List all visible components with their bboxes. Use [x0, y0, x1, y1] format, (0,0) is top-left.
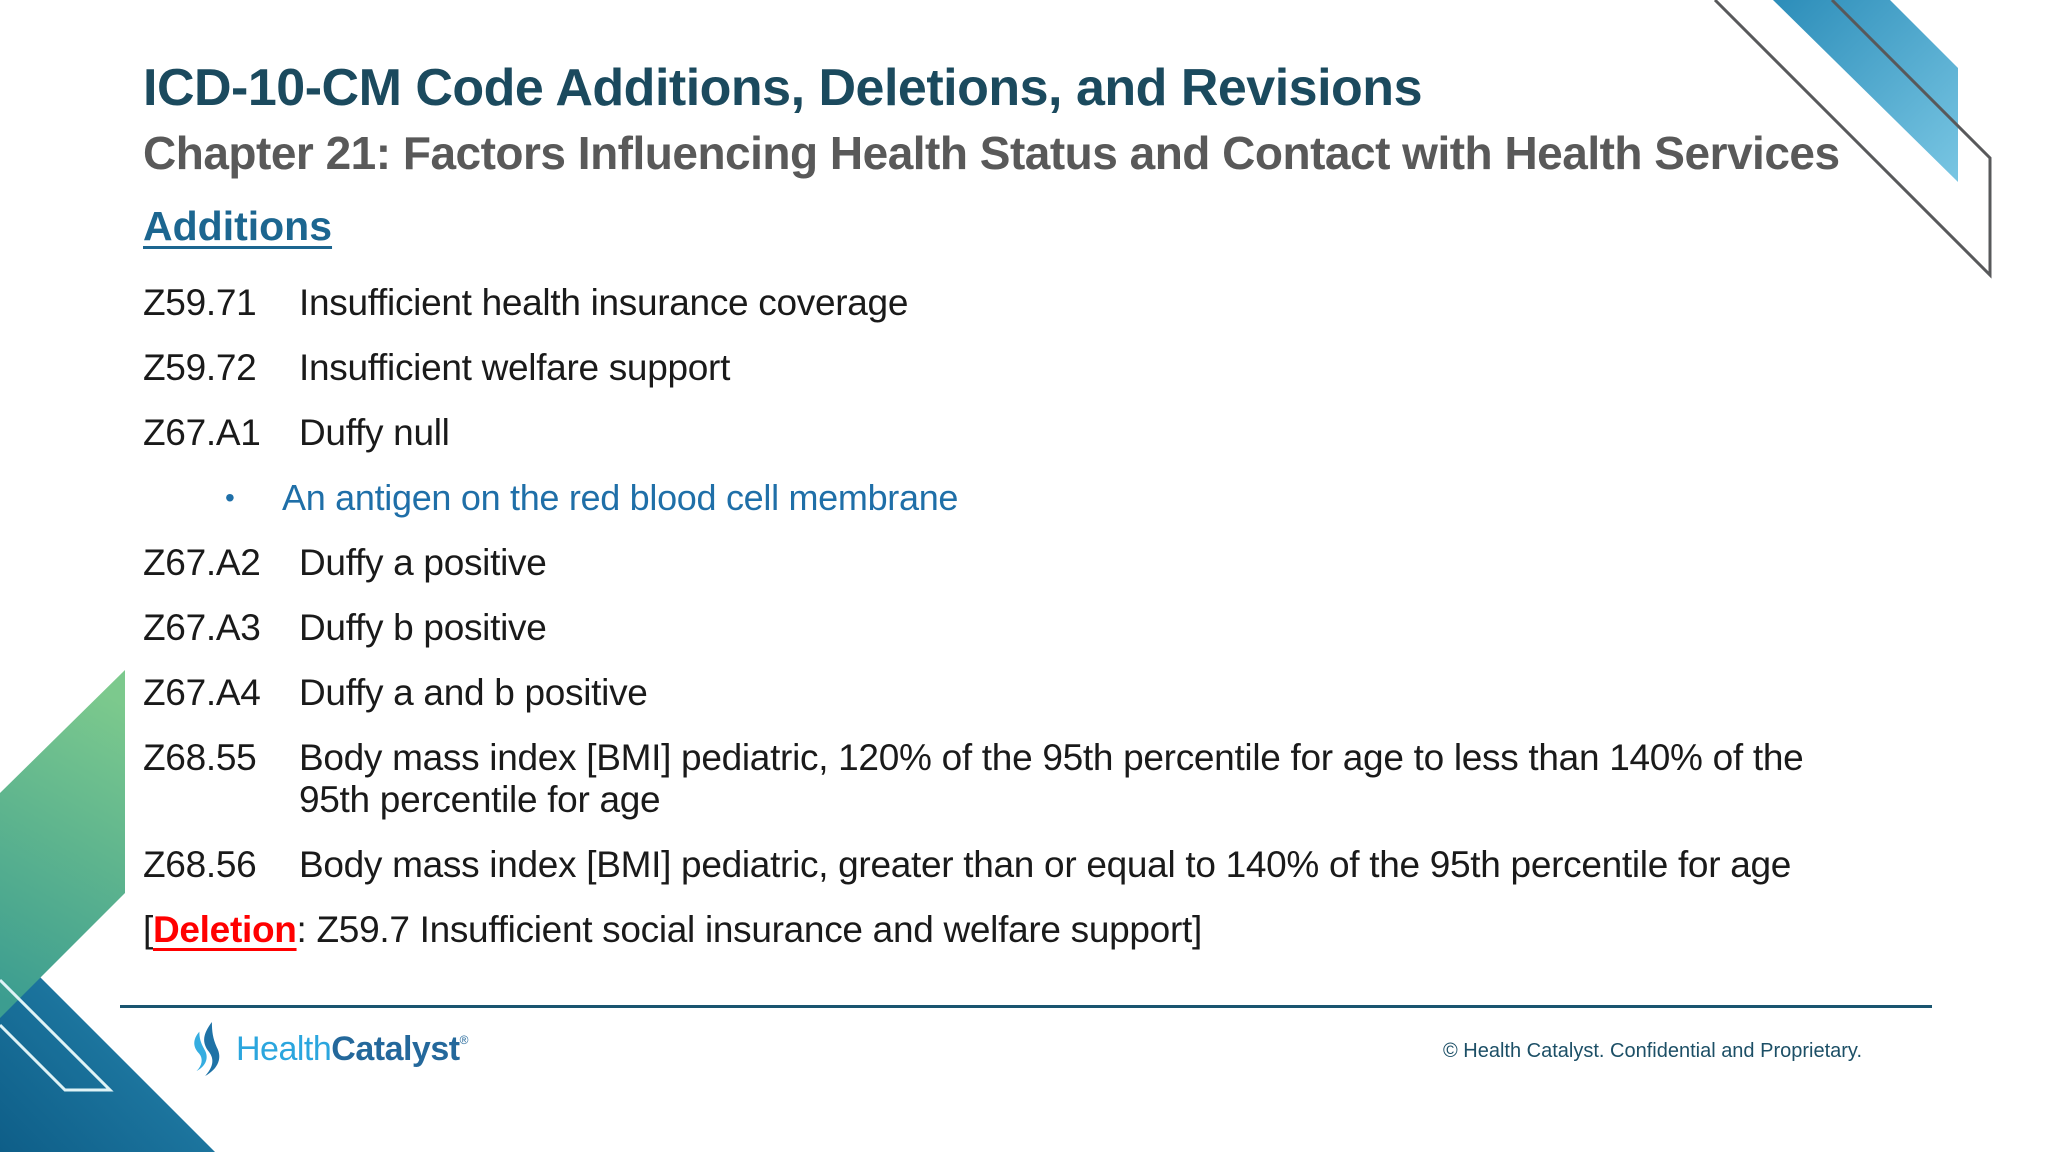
deletion-open-bracket: [ [143, 909, 153, 950]
sub-bullet-text: An antigen on the red blood cell membran… [282, 477, 959, 518]
deletion-text: Z59.7 Insufficient social insurance and … [306, 909, 1193, 950]
bottom-left-green-ribbon [0, 670, 125, 1018]
code-value: Z68.56 [143, 844, 257, 885]
code-value: Z67.A3 [143, 607, 261, 648]
copyright-text: © Health Catalyst. Confidential and Prop… [1442, 1040, 1862, 1062]
code-description: Duffy b positive [299, 607, 1973, 649]
bullet-dot-icon: • [225, 482, 235, 513]
section-heading-additions: Additions [143, 203, 333, 249]
code-value: Z59.72 [143, 347, 257, 388]
code-row: Z68.55 Body mass index [BMI] pediatric, 1… [143, 737, 1973, 821]
flame-icon [194, 1022, 220, 1076]
logo-trademark: ® [459, 1032, 469, 1047]
deletion-row: [Deletion: Z59.7 Insufficient social ins… [143, 909, 1973, 951]
code-value: Z67.A2 [143, 542, 261, 583]
description-line: Insufficient health insurance coverage [299, 282, 909, 323]
code-value: Z68.55 [143, 737, 257, 778]
deletion-colon: : [296, 909, 307, 950]
code-row: Z59.71 Insufficient health insurance cove… [143, 282, 1973, 324]
code-row: Z67.A3 Duffy b positive [143, 607, 1973, 649]
code-description: Body mass index [BMI] pediatric, greater… [299, 844, 1973, 886]
code-list: Z59.71 Insufficient health insurance cove… [143, 282, 1973, 951]
sub-bullet-row: • An antigen on the red blood cell membra… [225, 477, 1973, 519]
logo-health-text: Health [236, 1029, 332, 1068]
description-line: Duffy a positive [299, 542, 547, 583]
code-value: Z67.A1 [143, 412, 261, 453]
page-title: ICD-10-CM Code Additions, Deletions, and… [143, 59, 1423, 117]
description-line: 95th percentile for age [299, 779, 661, 820]
code-description: Body mass index [BMI] pediatric, 120% of… [299, 737, 1973, 821]
description-line: Body mass index [BMI] pediatric, 120% of… [299, 737, 1804, 778]
code-row: Z67.A2 Duffy a positive [143, 542, 1973, 584]
description-line: Duffy b positive [299, 607, 547, 648]
logo-wordmark: HealthCatalyst® [236, 1030, 468, 1069]
code-row: Z67.A4 Duffy a and b positive [143, 672, 1973, 714]
code-description: Duffy a and b positive [299, 672, 1973, 714]
code-value: Z67.A4 [143, 672, 261, 713]
code-description: Duffy null [299, 412, 1973, 454]
description-line: Insufficient welfare support [299, 347, 731, 388]
description-line: Duffy null [299, 412, 450, 453]
code-description: Insufficient welfare support [299, 347, 1973, 389]
code-description: Duffy a positive [299, 542, 1973, 584]
deletion-close-bracket: ] [1191, 909, 1202, 950]
code-row: Z59.72 Insufficient welfare support [143, 347, 1973, 389]
bottom-left-blue-triangle [0, 937, 215, 1152]
code-description: Insufficient health insurance coverage [299, 282, 1973, 324]
page-subtitle: Chapter 21: Factors Influencing Health S… [143, 127, 1840, 179]
code-row: Z68.56 Body mass index [BMI] pediatric, g… [143, 844, 1973, 886]
code-value: Z59.71 [143, 282, 257, 323]
description-line: Body mass index [BMI] pediatric, greater… [299, 844, 1792, 885]
bottom-left-outline [0, 978, 114, 1092]
deletion-label: Deletion [152, 909, 297, 950]
footer-divider [120, 1005, 1932, 1008]
code-row: Z67.A1 Duffy null [143, 412, 1973, 454]
health-catalyst-logo: HealthCatalyst® [188, 1022, 468, 1076]
logo-catalyst-text: Catalyst [331, 1029, 460, 1068]
description-line: Duffy a and b positive [299, 672, 648, 713]
